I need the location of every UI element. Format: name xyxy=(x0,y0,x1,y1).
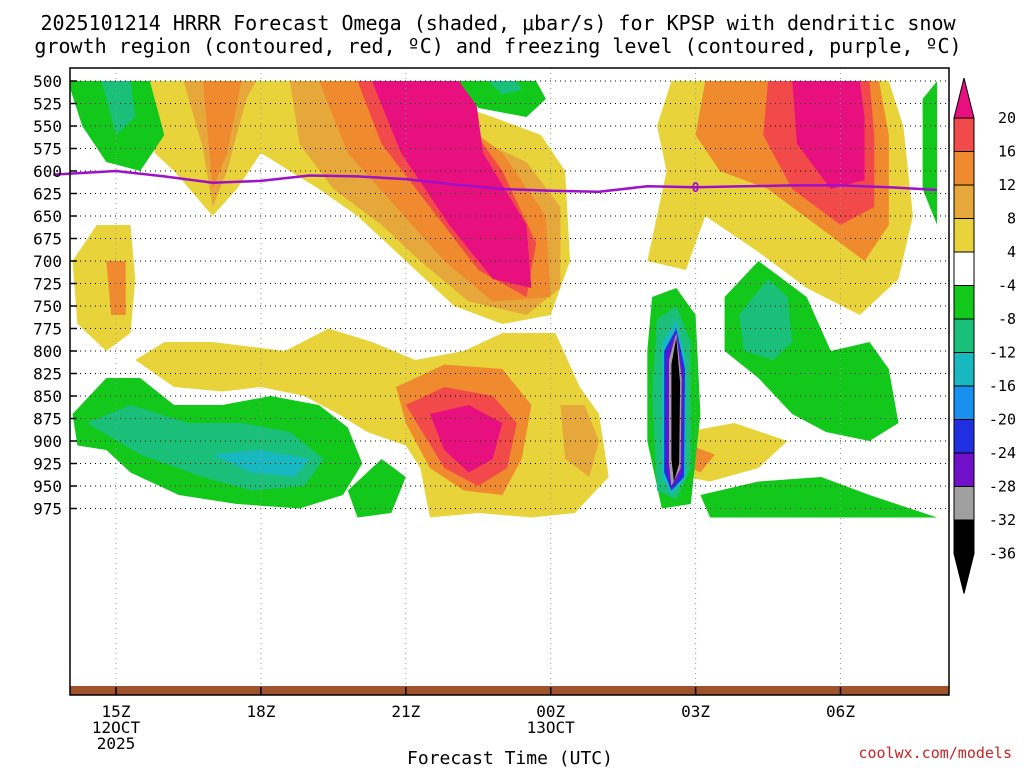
colorbar-label-4: 4 xyxy=(1007,243,1016,261)
freezing-level-label: 0 xyxy=(692,181,700,196)
y-tick-label-900: 900 xyxy=(33,432,62,451)
omega-region-24 xyxy=(690,445,715,473)
y-tick-label-850: 850 xyxy=(33,387,62,406)
y-tick-label-675: 675 xyxy=(33,230,62,249)
y-tick-label-725: 725 xyxy=(33,275,62,294)
colorbar-label-5: -4 xyxy=(998,277,1016,295)
y-tick-label-950: 950 xyxy=(33,477,62,496)
colorbar-label-13: -36 xyxy=(989,545,1016,563)
colorbar-bin-9 xyxy=(953,419,975,454)
y-tick-label-825: 825 xyxy=(33,365,62,384)
y-tick-label-875: 875 xyxy=(33,410,62,429)
chart-title-line-1: 2025101214 HRRR Forecast Omega (shaded, … xyxy=(40,11,956,35)
x-axis-label: Forecast Time (UTC) xyxy=(407,748,613,768)
colorbar-top-arrow xyxy=(953,77,975,119)
colorbar-bin-6 xyxy=(953,318,975,353)
y-tick-label-600: 600 xyxy=(33,162,62,181)
colorbar-bin-1 xyxy=(953,151,975,186)
y-tick-label-925: 925 xyxy=(33,455,62,474)
colorbar-label-0: 20 xyxy=(998,109,1016,127)
plot-frame xyxy=(69,67,950,696)
colorbar-bin-12 xyxy=(953,519,975,554)
colorbar: 20 16 12 8 4 -4 -8 -12 -16 -20 -24 -28 -32 -36 xyxy=(953,77,1016,594)
x-tick-label-15-1: 12OCT xyxy=(92,718,141,737)
chart-title-line-2: growth region (contoured, red, ºC) and f… xyxy=(34,34,961,58)
colorbar-bin-0 xyxy=(953,117,975,152)
y-tick-label-750: 750 xyxy=(33,297,62,316)
y-tick-label-625: 625 xyxy=(33,185,62,204)
colorbar-bin-11 xyxy=(953,486,975,521)
omega-region-39 xyxy=(922,81,938,225)
colorbar-label-7: -12 xyxy=(989,344,1016,362)
omega-region-37 xyxy=(739,279,793,360)
colorbar-label-11: -28 xyxy=(989,478,1016,496)
y-tick-label-500: 500 xyxy=(33,72,62,91)
y-tick-label-775: 775 xyxy=(33,320,62,339)
colorbar-bin-8 xyxy=(953,385,975,420)
omega-region-22 xyxy=(560,405,599,477)
y-tick-label-650: 650 xyxy=(33,207,62,226)
colorbar-label-1: 16 xyxy=(998,143,1016,161)
colorbar-bin-3 xyxy=(953,218,975,253)
freezing-level-line xyxy=(53,169,938,193)
colorbar-bin-4 xyxy=(953,251,975,286)
x-tick-label-18-0: 18Z xyxy=(246,702,275,721)
colorbar-label-10: -24 xyxy=(989,444,1016,462)
colorbar-label-6: -8 xyxy=(998,310,1016,328)
omega-region-4 xyxy=(202,81,242,189)
omega-region-23 xyxy=(685,423,788,482)
y-axis: 500 525 550 575 600 625 650 675 700 725 750 775 800 8… xyxy=(33,72,77,519)
colorbar-bin-10 xyxy=(953,452,975,487)
colorbar-label-9: -20 xyxy=(989,411,1016,429)
x-tick-label-15-0: 15Z xyxy=(102,702,131,721)
x-tick-label-24-1: 13OCT xyxy=(527,718,576,737)
omega-region-21 xyxy=(429,405,503,473)
x-tick-label-24-0: 00Z xyxy=(536,702,565,721)
omega-region-15 xyxy=(487,81,522,95)
omega-region-13 xyxy=(101,81,136,135)
y-tick-label-550: 550 xyxy=(33,117,62,136)
colorbar-bottom-arrow xyxy=(953,553,975,594)
omega-region-16 xyxy=(72,225,136,351)
colorbar-label-12: -32 xyxy=(989,511,1016,529)
omega-region-38 xyxy=(700,477,938,518)
y-tick-label-975: 975 xyxy=(33,500,62,519)
y-tick-label-800: 800 xyxy=(33,342,62,361)
colorbar-bin-5 xyxy=(953,285,975,320)
omega-region-28 xyxy=(347,459,406,518)
x-tick-label-30-0: 06Z xyxy=(826,702,855,721)
y-tick-label-700: 700 xyxy=(33,252,62,271)
x-tick-label-21-0: 21Z xyxy=(391,702,420,721)
ground-layer xyxy=(70,686,949,695)
omega-region-35 xyxy=(671,337,681,482)
credit-text: coolwx.com/models xyxy=(858,744,1012,762)
colorbar-label-3: 8 xyxy=(1007,210,1016,228)
colorbar-label-8: -16 xyxy=(989,377,1016,395)
y-tick-label-525: 525 xyxy=(33,95,62,114)
x-tick-label-27-0: 03Z xyxy=(681,702,710,721)
omega-shading-layer xyxy=(70,81,938,518)
omega-region-11 xyxy=(792,81,865,189)
y-tick-label-575: 575 xyxy=(33,140,62,159)
x-tick-label-15-2: 2025 xyxy=(97,734,136,753)
colorbar-bin-7 xyxy=(953,352,975,387)
colorbar-bin-2 xyxy=(953,184,975,219)
omega-region-14 xyxy=(458,81,546,117)
colorbar-label-2: 12 xyxy=(998,176,1016,194)
